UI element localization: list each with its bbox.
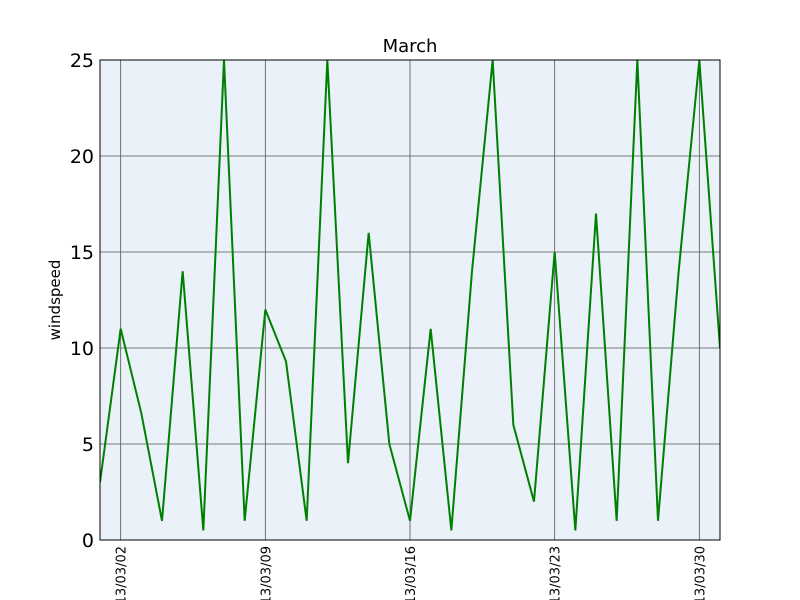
y-tick-label: 10 [70, 338, 94, 360]
x-tick-label: 2013/03/30 [693, 546, 708, 600]
x-tick-label: 2013/03/23 [549, 546, 564, 600]
y-tick-label: 5 [82, 434, 94, 456]
x-tick-label: 2013/03/16 [404, 546, 419, 600]
chart-title: March [383, 36, 438, 57]
x-tick-label: 2013/03/02 [115, 546, 130, 600]
y-tick-label: 25 [70, 50, 94, 72]
x-tick-label: 2013/03/09 [259, 546, 274, 600]
y-tick-label: 0 [82, 530, 94, 552]
y-tick-label: 15 [70, 242, 94, 264]
y-tick-label: 20 [70, 146, 94, 168]
plot-frame [99, 59, 721, 541]
data-line [100, 60, 720, 531]
y-axis-label: windspeed [46, 260, 64, 341]
